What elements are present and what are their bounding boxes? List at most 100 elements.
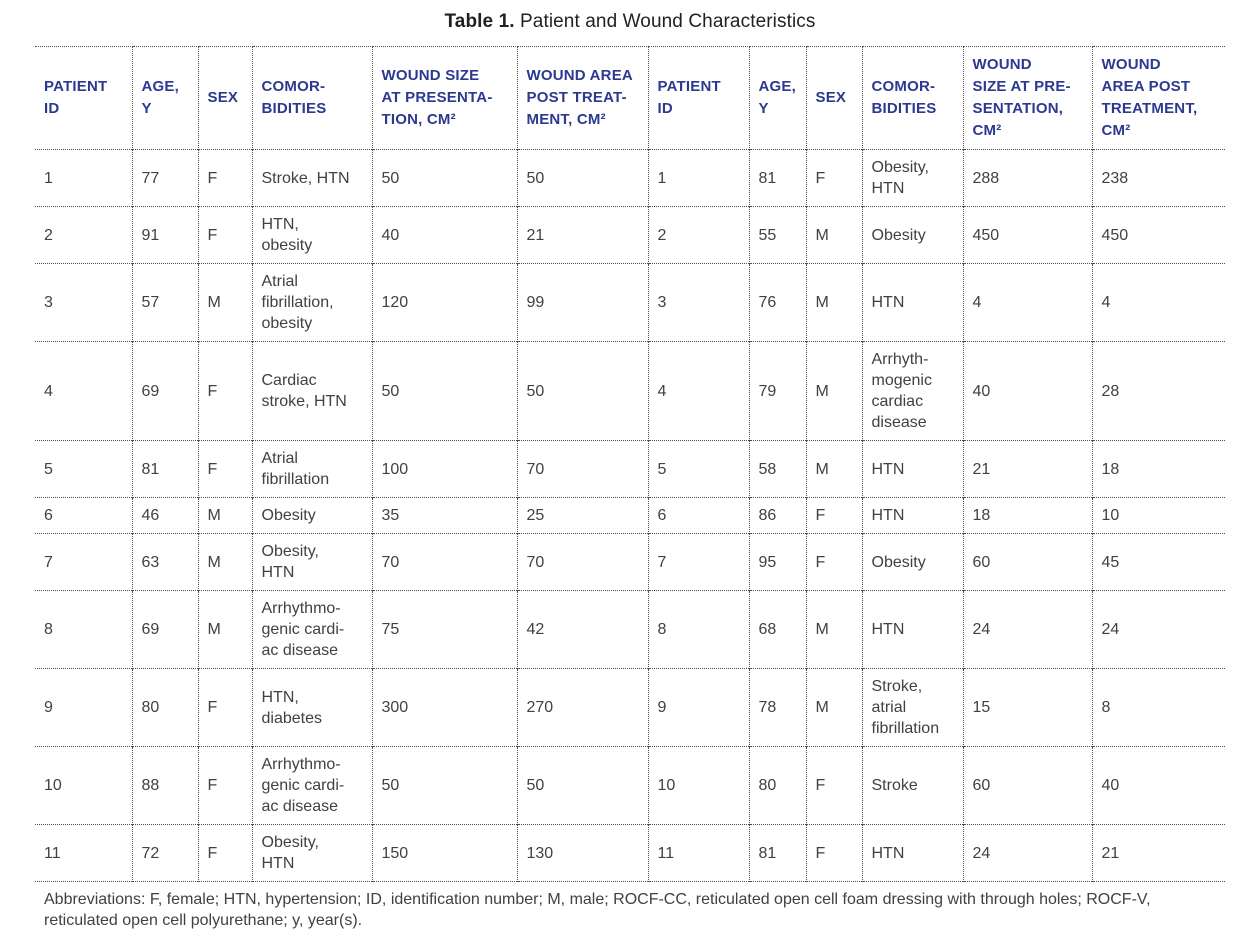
cell-age-left: 91 xyxy=(131,206,198,264)
header-comorbidities-left: COMOR- BIDITIES xyxy=(251,46,372,150)
header-sex-right: SEX xyxy=(805,46,862,150)
table-row: 3 57 M Atrial fibrillation, obesity 120 99 3 76… xyxy=(35,263,1225,342)
cell-wound-size-presentation-left: 35 xyxy=(371,497,517,534)
table-row: 2 91 F HTN, obesity 40 21 2 55 M Obesity 450 450 xyxy=(35,206,1225,264)
cell-comorbidities-right: HTN xyxy=(861,440,963,498)
cell-age-left: 77 xyxy=(131,149,198,207)
cell-comorbidities-right: HTN xyxy=(861,263,963,342)
cell-sex-right: F xyxy=(805,149,862,207)
cell-age-right: 86 xyxy=(748,497,806,534)
footnote-row: Abbreviations: F, female; HTN, hypertens… xyxy=(35,881,1225,935)
cell-age-right: 81 xyxy=(748,824,806,882)
cell-wound-size-presentation-right: 4 xyxy=(962,263,1092,342)
header-wound-area-left: WOUND AREA POST TREAT- MENT, CM² xyxy=(516,46,648,150)
cell-comorbidities-right: HTN xyxy=(861,824,963,882)
cell-patient-id-right: 4 xyxy=(647,341,749,441)
cell-patient-id-right: 2 xyxy=(647,206,749,264)
cell-age-right: 76 xyxy=(748,263,806,342)
cell-wound-area-post-treatment-left: 270 xyxy=(516,668,648,747)
cell-wound-size-presentation-right: 450 xyxy=(962,206,1092,264)
cell-wound-area-post-treatment-right: 450 xyxy=(1091,206,1225,264)
cell-age-left: 88 xyxy=(131,746,198,825)
cell-patient-id-left: 2 xyxy=(35,206,132,264)
header-row: PATIENT ID AGE, Y SEX COMOR- BIDITIES WO… xyxy=(35,46,1225,150)
cell-wound-area-post-treatment-right: 4 xyxy=(1091,263,1225,342)
cell-sex-left: F xyxy=(197,824,252,882)
cell-patient-id-right: 7 xyxy=(647,533,749,591)
cell-age-right: 68 xyxy=(748,590,806,669)
table-row: 1 77 F Stroke, HTN 50 50 1 81 F Obesity, HTN 288 23… xyxy=(35,149,1225,207)
cell-comorbidities-right: HTN xyxy=(861,590,963,669)
cell-sex-right: F xyxy=(805,746,862,825)
cell-patient-id-left: 11 xyxy=(35,824,132,882)
cell-wound-size-presentation-left: 100 xyxy=(371,440,517,498)
cell-comorbidities-left: Atrial fibrillation xyxy=(251,440,372,498)
cell-comorbidities-right: HTN xyxy=(861,497,963,534)
cell-wound-size-presentation-right: 40 xyxy=(962,341,1092,441)
cell-wound-area-post-treatment-right: 238 xyxy=(1091,149,1225,207)
cell-sex-left: F xyxy=(197,440,252,498)
cell-wound-size-presentation-right: 21 xyxy=(962,440,1092,498)
cell-age-left: 57 xyxy=(131,263,198,342)
cell-comorbidities-right: Obesity xyxy=(861,206,963,264)
cell-age-right: 78 xyxy=(748,668,806,747)
cell-age-right: 81 xyxy=(748,149,806,207)
cell-wound-area-post-treatment-left: 25 xyxy=(516,497,648,534)
patient-wound-characteristics-table: PATIENT ID AGE, Y SEX COMOR- BIDITIES WO… xyxy=(35,46,1225,935)
abbreviations-note: Abbreviations: F, female; HTN, hypertens… xyxy=(35,881,1225,935)
cell-wound-area-post-treatment-left: 70 xyxy=(516,440,648,498)
header-wound-area-right: WOUND AREA POST TREATMENT, CM² xyxy=(1091,46,1225,150)
cell-comorbidities-right: Obesity, HTN xyxy=(861,149,963,207)
cell-sex-left: M xyxy=(197,497,252,534)
cell-comorbidities-left: Arrhythmo- genic cardi- ac disease xyxy=(251,590,372,669)
cell-sex-right: F xyxy=(805,533,862,591)
cell-age-right: 95 xyxy=(748,533,806,591)
table-row: 8 69 M Arrhythmo- genic cardi- ac disease 75… xyxy=(35,590,1225,669)
header-age-right: AGE, Y xyxy=(748,46,806,150)
table-row: 10 88 F Arrhythmo- genic cardi- ac disease 5… xyxy=(35,746,1225,825)
cell-wound-size-presentation-left: 50 xyxy=(371,149,517,207)
cell-patient-id-right: 8 xyxy=(647,590,749,669)
cell-age-left: 69 xyxy=(131,341,198,441)
cell-sex-right: M xyxy=(805,440,862,498)
cell-sex-right: M xyxy=(805,668,862,747)
cell-patient-id-right: 3 xyxy=(647,263,749,342)
cell-wound-area-post-treatment-right: 21 xyxy=(1091,824,1225,882)
cell-wound-area-post-treatment-left: 130 xyxy=(516,824,648,882)
table-row: 6 46 M Obesity 35 25 6 86 F HTN 18 10 xyxy=(35,497,1225,534)
cell-wound-area-post-treatment-left: 50 xyxy=(516,149,648,207)
cell-wound-area-post-treatment-right: 40 xyxy=(1091,746,1225,825)
cell-wound-area-post-treatment-right: 18 xyxy=(1091,440,1225,498)
cell-wound-area-post-treatment-right: 45 xyxy=(1091,533,1225,591)
cell-sex-left: F xyxy=(197,746,252,825)
cell-comorbidities-right: Stroke, atrial fibrillation xyxy=(861,668,963,747)
cell-wound-area-post-treatment-left: 50 xyxy=(516,746,648,825)
cell-sex-left: M xyxy=(197,590,252,669)
cell-patient-id-left: 6 xyxy=(35,497,132,534)
cell-wound-size-presentation-right: 60 xyxy=(962,533,1092,591)
cell-sex-right: M xyxy=(805,263,862,342)
cell-wound-area-post-treatment-right: 8 xyxy=(1091,668,1225,747)
cell-wound-size-presentation-right: 15 xyxy=(962,668,1092,747)
cell-comorbidities-right: Arrhyth- mogenic cardiac disease xyxy=(861,341,963,441)
cell-sex-left: F xyxy=(197,149,252,207)
cell-wound-area-post-treatment-left: 42 xyxy=(516,590,648,669)
cell-patient-id-right: 5 xyxy=(647,440,749,498)
cell-patient-id-left: 1 xyxy=(35,149,132,207)
cell-wound-size-presentation-right: 24 xyxy=(962,590,1092,669)
header-wound-size-left: WOUND SIZE AT PRESENTA- TION, CM² xyxy=(371,46,517,150)
cell-age-right: 55 xyxy=(748,206,806,264)
cell-patient-id-left: 3 xyxy=(35,263,132,342)
header-patient-id-right: PATIENT ID xyxy=(647,46,749,150)
cell-comorbidities-left: Obesity, HTN xyxy=(251,533,372,591)
table-row: 11 72 F Obesity, HTN 150 130 11 81 F HTN 24 21 xyxy=(35,824,1225,882)
cell-sex-right: M xyxy=(805,341,862,441)
header-comorbidities-right: COMOR- BIDITIES xyxy=(861,46,963,150)
table-row: 4 69 F Cardiac stroke, HTN 50 50 4 79 M Arrhyth- … xyxy=(35,341,1225,441)
cell-wound-area-post-treatment-right: 10 xyxy=(1091,497,1225,534)
table-title: Table 1. Patient and Wound Characteristi… xyxy=(0,0,1260,35)
cell-wound-size-presentation-left: 50 xyxy=(371,746,517,825)
cell-wound-size-presentation-right: 60 xyxy=(962,746,1092,825)
cell-sex-left: M xyxy=(197,533,252,591)
